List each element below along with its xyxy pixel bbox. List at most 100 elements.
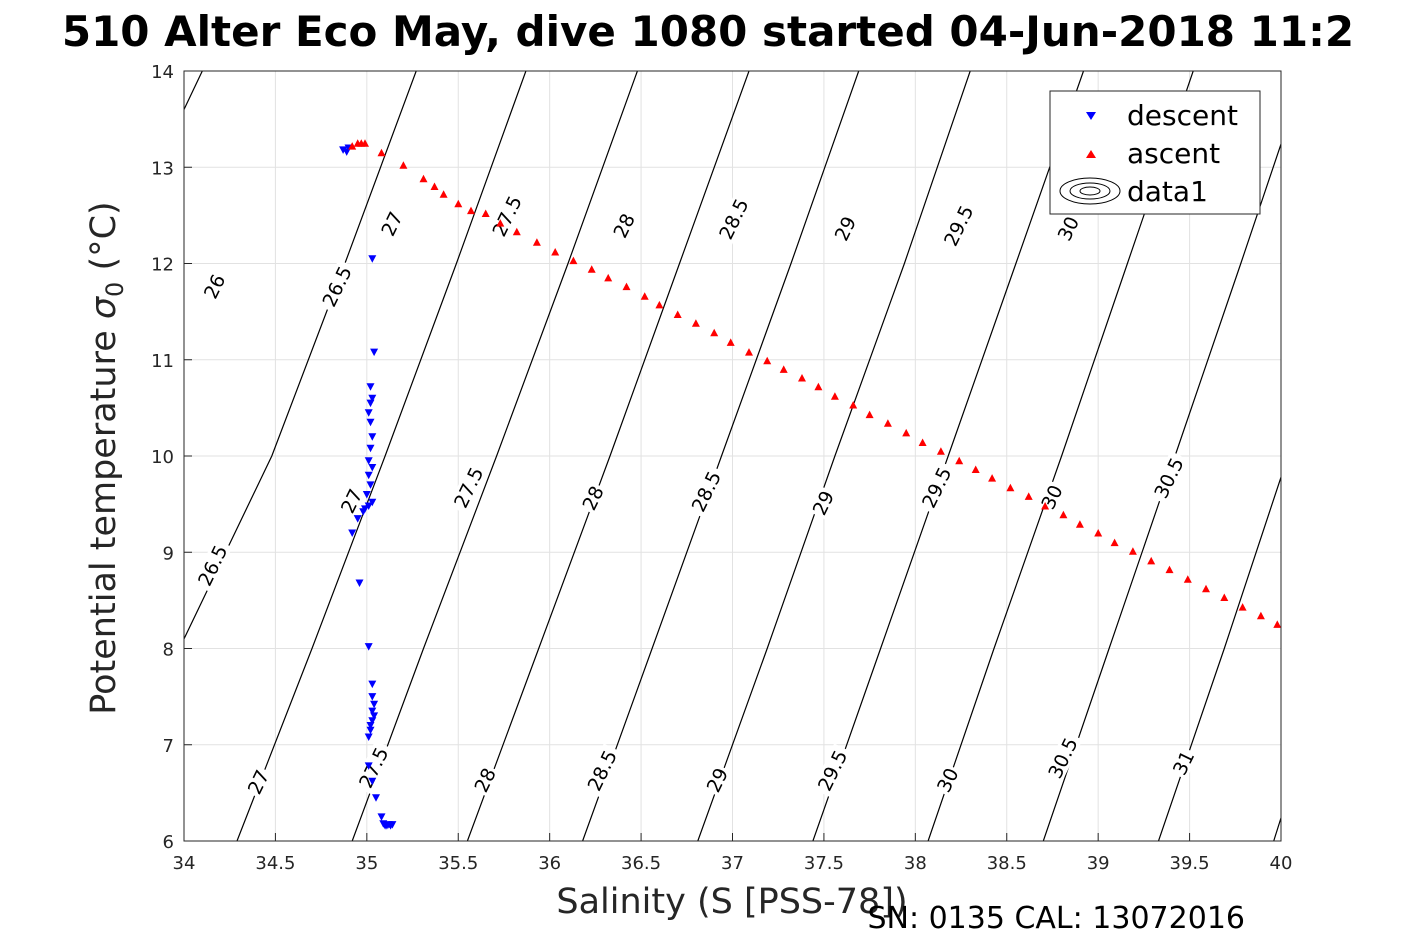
isopycnal-label-bg	[1168, 745, 1199, 780]
isopycnal-label-bg	[192, 538, 233, 593]
isopycnal-label-group: 28.5	[713, 192, 754, 246]
ascent-point	[1220, 593, 1229, 601]
x-tick-label: 39.5	[1170, 853, 1210, 874]
ascent-point	[1183, 575, 1192, 583]
ascent-point	[814, 382, 823, 391]
x-tick-label: 35.5	[438, 853, 478, 874]
isopycnal-label-bg	[581, 743, 622, 798]
ascent-point	[1128, 547, 1137, 555]
descent-point	[370, 348, 379, 357]
y-tick-label: 11	[151, 351, 174, 372]
descent-point	[366, 399, 375, 408]
legend-box	[1049, 90, 1261, 215]
descent-point	[364, 502, 373, 510]
ascent-point	[1041, 502, 1050, 510]
ascent-point	[779, 365, 788, 373]
isopycnal-line	[466, 71, 750, 841]
isopycnal-label: 26.5	[318, 263, 356, 311]
isopycnal-label: 27	[377, 208, 407, 239]
descent-point	[368, 717, 377, 725]
isopycnal-line	[1273, 817, 1281, 841]
isopycnal-label: 27.5	[488, 193, 526, 241]
ascent-point	[1110, 538, 1119, 547]
descent-point	[377, 813, 386, 821]
ascent-point	[710, 328, 719, 337]
isopycnal-line	[697, 71, 971, 841]
descent-point	[368, 680, 377, 689]
isopycnal-label: 30	[933, 765, 963, 796]
descent-point	[359, 508, 368, 516]
x-tick-label: 38.5	[987, 853, 1027, 874]
isopycnal-label-bg	[353, 740, 394, 795]
isopycnal-label-group: 27.5	[353, 740, 394, 795]
legend-ascent-label: ascent	[1127, 137, 1220, 170]
y-tick-label: 13	[151, 158, 174, 179]
x-tick-label: 39	[1087, 853, 1110, 874]
y-axis-label-sigma: σ	[84, 295, 124, 319]
isopycnal-label-bg	[336, 483, 367, 518]
isopycnal-label-bg	[199, 269, 230, 304]
isopycnal-label: 28.5	[584, 747, 622, 795]
ascent-point	[481, 209, 490, 217]
descent-point	[364, 643, 373, 651]
isopycnal-label-group: 26	[199, 269, 230, 304]
ascent-point	[419, 174, 428, 183]
isopycnal-label-group: 29.5	[916, 460, 956, 515]
isopycnal-label: 29	[809, 488, 839, 519]
x-tick-label: 36	[538, 853, 561, 874]
x-tick-label: 37	[721, 853, 744, 874]
isopycnal-label-bg	[316, 259, 357, 314]
legend-descent-label: descent	[1127, 99, 1238, 132]
isopycnal-line	[1157, 477, 1281, 841]
isopycnal-label-bg	[701, 763, 733, 797]
isopycnal-label: 29.5	[940, 202, 978, 250]
x-tick-label: 35	[355, 853, 378, 874]
x-tick-label: 37.5	[804, 853, 844, 874]
isopycnal-label-group: 29	[807, 485, 839, 520]
descent-point	[368, 693, 377, 701]
ascent-point	[467, 206, 475, 215]
isopycnal-label-bg	[1052, 211, 1084, 246]
isopycnal-label-group: 30.5	[1148, 450, 1189, 505]
isopycnal-label-bg	[1148, 450, 1189, 505]
y-axis-label: Potential temperature σ0 (°C)	[84, 201, 129, 714]
ascent-point	[1238, 603, 1247, 611]
ascent-point	[1165, 565, 1174, 574]
isopycnal-label-group: 27.5	[448, 460, 489, 515]
ascent-point	[883, 419, 892, 427]
isopycnal-line	[351, 71, 638, 841]
ascent-point	[532, 238, 541, 246]
y-tick-label: 8	[163, 640, 174, 661]
ascent-point	[726, 338, 735, 346]
ascent-point	[622, 282, 631, 291]
x-tick-label: 36.5	[621, 853, 661, 874]
y-axis-label-subscript: 0	[101, 282, 129, 297]
ascent-point	[496, 219, 505, 227]
legend-descent-marker	[1086, 112, 1096, 120]
isopycnal-line	[236, 71, 527, 841]
y-axis-ticks: 6 7 8 9 10 11 12 13 14	[151, 62, 192, 853]
y-tick-label: 10	[151, 447, 174, 468]
isopycnal-label-bg	[577, 481, 608, 515]
ascent-point	[691, 319, 700, 327]
descent-point	[368, 777, 377, 786]
isopycnal-label-bg	[448, 460, 489, 515]
ascent-point	[1202, 584, 1210, 593]
y-tick-label: 14	[151, 62, 174, 83]
ascent-point	[673, 310, 682, 318]
ascent-point	[569, 256, 578, 265]
isopycnal-label: 27	[244, 767, 274, 798]
x-tick-label: 40	[1270, 853, 1293, 874]
isopycnal-line	[184, 71, 203, 110]
isopycnal-label-group: 29.5	[938, 198, 978, 253]
ascent-point	[439, 190, 448, 198]
isopycnal-label-group: 29	[829, 211, 861, 246]
ascent-point	[640, 292, 649, 300]
x-tick-label: 34.5	[255, 853, 295, 874]
ascent-point	[512, 227, 521, 236]
legend-contour-icon	[1059, 177, 1121, 205]
isopycnal-label: 30.5	[1044, 734, 1082, 782]
chart-title: 510 Alter Eco May, dive 1080 started 04-…	[62, 7, 1354, 56]
isopycnal-label-group: 26.5	[316, 259, 357, 314]
